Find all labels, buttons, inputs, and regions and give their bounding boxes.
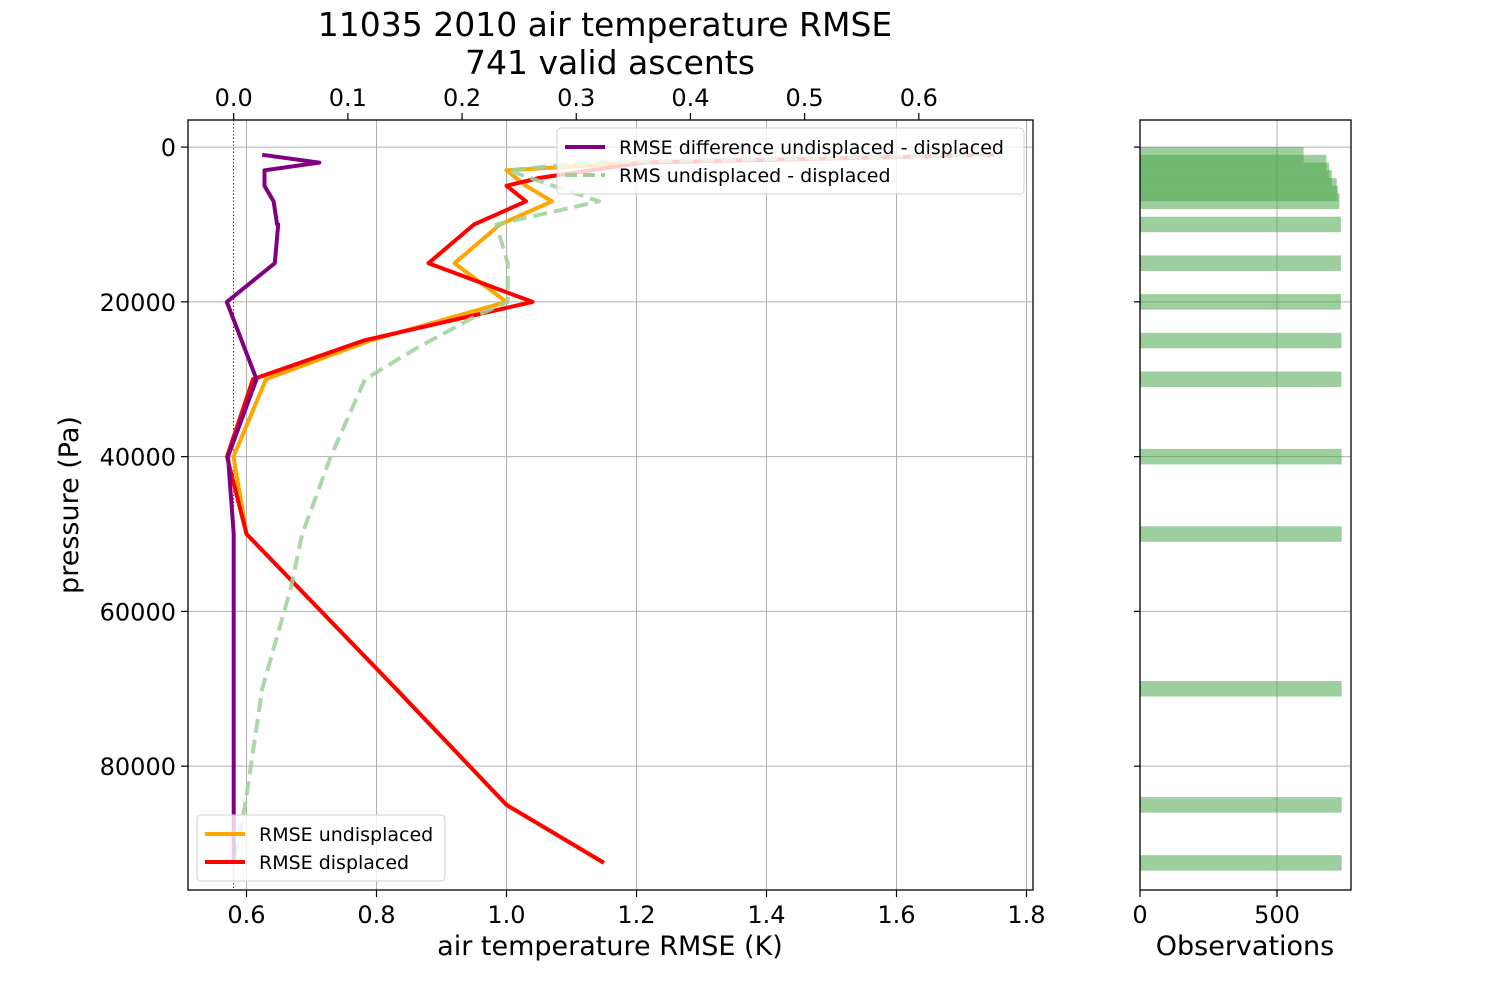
observations-bars [1140, 147, 1342, 871]
top-tick-label: 0.2 [443, 84, 481, 112]
observations-axis-label: Observations [1156, 931, 1334, 962]
x-tick-label: 1.4 [747, 901, 785, 929]
observations-y-ticks [1134, 146, 1140, 767]
obs-tick-label: 0 [1132, 901, 1147, 929]
legend-label: RMSE difference undisplaced - displaced [619, 137, 1004, 159]
legend-box [196, 814, 446, 882]
observations-grid [1139, 120, 1351, 890]
top-tick-label: 0.4 [671, 84, 709, 112]
top-tick-label: 0.6 [900, 84, 938, 112]
series-line-rmse-displaced [225, 152, 995, 865]
legend-box [556, 127, 1025, 195]
legend-label: RMSE undisplaced [259, 824, 433, 846]
x-axis-label: air temperature RMSE (K) [437, 931, 783, 962]
observation-bar [1140, 294, 1341, 310]
legend-label: RMSE displaced [259, 852, 409, 874]
x-tick-label: 1.8 [1007, 901, 1045, 929]
x-tick-label: 0.8 [357, 901, 395, 929]
left-axis-ticks: 0 20000 40000 60000 80000 [100, 134, 188, 781]
observation-bar [1140, 855, 1342, 871]
observation-bar [1140, 797, 1342, 813]
x-tick-label: 1.6 [877, 901, 915, 929]
x-tick-label: 0.6 [227, 901, 265, 929]
series-line-rms-undisplaced-displaced [231, 152, 988, 864]
observation-bar [1140, 526, 1342, 542]
top-tick-label: 0.3 [557, 84, 595, 112]
y-tick-label: 40000 [100, 444, 176, 472]
bottom-axis-ticks: 0.6 0.8 1.0 1.2 1.4 1.6 1.8 [227, 890, 1046, 929]
chart-subtitle: 741 valid ascents [465, 43, 755, 82]
observation-bar [1140, 255, 1341, 271]
legend-upper-right: RMSE difference undisplaced - displaced R… [556, 127, 1025, 195]
series-line-rmse-difference-undisplaced-displaced [224, 152, 322, 863]
observation-bar [1140, 681, 1342, 697]
legend-lower-left: RMSE undisplaced RMSE displaced [196, 814, 446, 882]
observations-axis-ticks: 0 500 [1132, 890, 1300, 929]
observation-bar [1140, 371, 1342, 387]
y-tick-label: 80000 [100, 753, 176, 781]
y-tick-label: 20000 [100, 289, 176, 317]
observations-plot-frame [1139, 119, 1352, 891]
y-tick-label: 0 [161, 134, 176, 162]
observation-bar [1140, 332, 1342, 349]
obs-tick-label: 500 [1254, 901, 1300, 929]
observation-bar [1140, 193, 1340, 209]
series-line-rmse-undisplaced [231, 152, 988, 865]
main-plot-frame [187, 119, 1034, 891]
top-tick-label: 0.0 [215, 84, 253, 112]
chart-title: 11035 2010 air temperature RMSE [318, 5, 893, 44]
y-tick-label: 60000 [100, 598, 176, 626]
top-axis-ticks: 0.0 0.1 0.2 0.3 0.4 0.5 0.6 [215, 84, 938, 120]
observation-bar [1140, 216, 1341, 233]
main-grid [188, 120, 1033, 890]
main-plot-lines [224, 152, 995, 865]
y-axis-label: pressure (Pa) [54, 416, 85, 594]
top-tick-label: 0.5 [786, 84, 824, 112]
x-tick-label: 1.2 [617, 901, 655, 929]
legend-label: RMS undisplaced - displaced [619, 165, 891, 187]
x-tick-label: 1.0 [487, 901, 525, 929]
top-tick-label: 0.1 [329, 84, 367, 112]
observation-bar [1140, 448, 1342, 465]
